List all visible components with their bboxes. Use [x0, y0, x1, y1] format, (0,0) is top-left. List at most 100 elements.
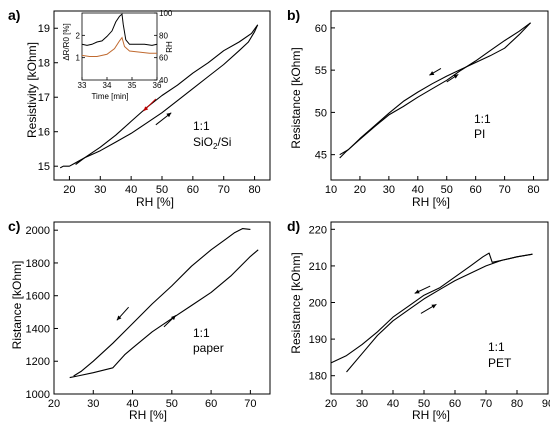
panel-d-arrowhead-1	[414, 289, 420, 294]
panel-d-xtick-label: 20	[325, 398, 337, 410]
panel-c-ylabel: Ristance [kOhm]	[10, 261, 24, 350]
panel-c-annotation-ratio: 1:1	[193, 326, 210, 340]
panel-c-xtick-label: 50	[166, 398, 178, 410]
inset-ylabel-right: RH	[165, 41, 174, 53]
panel-b-label: b)	[287, 7, 300, 23]
panel-c: c) RH [%] Ristance [kOhm] 1:1 paper 20 30…	[8, 218, 271, 422]
panel-d-ytick-label: 200	[309, 298, 327, 310]
panel-d-xtick-label: 40	[387, 398, 399, 410]
panel-d-annotation-ratio: 1:1	[488, 340, 505, 354]
inset-xtick-label: 33	[78, 81, 87, 90]
panel-a-arrowhead-1	[143, 106, 149, 112]
inset-xtick-label: 34	[103, 81, 112, 90]
panel-d-label: d)	[287, 218, 300, 234]
panel-d-series-1	[346, 253, 533, 373]
panel-b-xtick-label: 60	[470, 184, 482, 196]
panel-a-xlabel: RH [%]	[136, 195, 174, 209]
inset-ytick-right-label: 60	[159, 54, 168, 63]
panel-d-xtick-label: 30	[356, 398, 368, 410]
panel-d-plot: 20 30 40 50 60 70 80 90 180 190 200 210 220	[309, 221, 550, 410]
panel-a-annotation-substrate: SiO2/Si	[193, 135, 231, 151]
panel-c-ytick-label: 2000	[26, 225, 50, 237]
panel-b-series-2	[339, 22, 531, 156]
panel-d-xtick-label: 70	[480, 398, 492, 410]
panel-b-xtick-label: 80	[527, 184, 539, 196]
panel-a: a) RH [%] Resistivity [kOhm] 1:1 SiO2/Si…	[8, 7, 271, 209]
panel-d-series-2	[330, 252, 533, 364]
panel-c-xtick-label: 20	[48, 398, 60, 410]
panel-b-ytick-label: 60	[315, 23, 327, 35]
panel-d-arrowhead-2	[431, 304, 437, 309]
panel-a-plot: 20 30 40 50 60 70 80 15 16 17 18 19	[38, 10, 271, 196]
inset-ytick-left-label: 1	[76, 54, 81, 63]
panel-c-annotation-substrate: paper	[193, 341, 224, 355]
inset-ytick-left-label: 2	[76, 31, 81, 40]
panel-a-xtick-label: 50	[156, 184, 168, 196]
panel-d-ytick-label: 220	[309, 224, 327, 236]
inset-frame	[81, 12, 158, 81]
panel-b-ytick-label: 50	[315, 107, 327, 119]
panel-a-label: a)	[8, 7, 20, 23]
panel-b-ytick-label: 45	[315, 150, 327, 162]
inset-xlabel: Time [min]	[91, 92, 128, 101]
panel-a-series-1	[59, 24, 259, 169]
panel-a-xtick-label: 30	[94, 184, 106, 196]
inset-ylabel-left: ΔR/R0 [%]	[62, 23, 71, 60]
panel-c-arrowhead-2	[171, 315, 176, 321]
panel-b-xtick-label: 70	[498, 184, 510, 196]
panel-c-ytick-label: 1800	[26, 258, 50, 270]
panel-a-ytick-label: 17	[38, 92, 50, 104]
panel-c-arrowhead-1	[116, 315, 122, 321]
panel-b-xtick-label: 30	[383, 184, 395, 196]
panel-b-xtick-label: 10	[325, 184, 337, 196]
panel-d-ytick-label: 190	[309, 334, 327, 346]
panel-b: b) RH [%] Resistance [kOhm] 1:1 PI 10 20 3…	[287, 7, 549, 209]
panel-d-ylabel: Resistance [kOhm]	[289, 252, 303, 353]
panel-d: d) RH [%] Resistance [kOhm] 1:1 PET 20 30…	[287, 218, 550, 422]
panel-a-inset: Time [min] ΔR/R0 [%] RH 1 2 33 34 35 36 1 2 40…	[62, 9, 174, 101]
panel-b-series-1	[339, 22, 531, 159]
panel-c-label: c)	[8, 218, 20, 234]
panel-b-arrowhead-1	[429, 71, 435, 76]
panel-d-xlabel: RH [%]	[412, 408, 450, 422]
panel-a-xtick-label: 80	[248, 184, 260, 196]
panel-a-ytick-label: 18	[38, 58, 50, 70]
panel-b-xtick-label: 40	[412, 184, 424, 196]
panel-d-frame	[330, 221, 549, 395]
panel-d-ytick-label: 210	[309, 261, 327, 273]
inset-xtick-label: 36	[153, 81, 162, 90]
panel-c-series-1	[69, 249, 259, 379]
panel-b-frame	[330, 10, 549, 181]
inset-ytick-right-label: 100	[159, 9, 173, 18]
panel-a-ytick-label: 16	[38, 127, 50, 139]
panel-c-frame	[53, 221, 271, 395]
panel-b-annotation-substrate: PI	[474, 127, 485, 141]
panel-b-annotation-ratio: 1:1	[474, 112, 491, 126]
panel-a-xtick-label: 20	[63, 184, 75, 196]
panel-a-ytick-label: 19	[38, 23, 50, 35]
panel-a-series-2	[75, 24, 259, 165]
panel-a-xtick-label: 60	[187, 184, 199, 196]
panel-c-xtick-label: 60	[205, 398, 217, 410]
panel-c-series-2	[73, 228, 251, 377]
panel-d-xtick-label: 60	[449, 398, 461, 410]
panel-b-ytick-label: 55	[315, 65, 327, 77]
panel-c-xtick-label: 70	[244, 398, 256, 410]
panel-b-xlabel: RH [%]	[412, 195, 450, 209]
panel-d-xtick-label: 50	[418, 398, 430, 410]
panel-c-plot: 20 30 40 50 60 70 1000 1200 1400 1600 1800 2000	[26, 221, 271, 410]
inset-series-2	[81, 36, 157, 57]
panel-a-ylabel: Resistivity [kOhm]	[25, 42, 39, 138]
panel-a-xtick-label: 70	[218, 184, 230, 196]
panel-c-xlabel: RH [%]	[129, 408, 167, 422]
panel-b-arrowhead-2	[453, 74, 459, 79]
panel-b-xtick-label: 20	[354, 184, 366, 196]
inset-xtick-label: 35	[128, 81, 137, 90]
panel-c-ytick-label: 1600	[26, 291, 50, 303]
panel-d-ytick-label: 180	[309, 371, 327, 383]
panel-a-arrowhead-2	[166, 112, 172, 118]
panel-c-ytick-label: 1400	[26, 323, 50, 335]
inset-plot: 33 34 35 36 1 2 40 60 80 100	[76, 9, 173, 90]
panel-d-annotation-substrate: PET	[488, 356, 512, 370]
